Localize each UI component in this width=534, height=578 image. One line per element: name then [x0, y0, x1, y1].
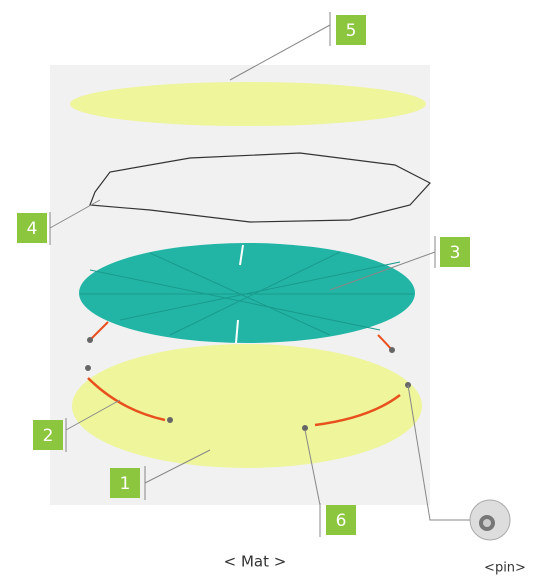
callout-box	[440, 237, 470, 267]
pin-icon	[469, 499, 511, 541]
teal-seams	[80, 251, 414, 336]
callout-number: 2	[43, 426, 54, 446]
leader-lines	[49, 12, 470, 537]
callout-box	[336, 15, 366, 45]
callout-number: 6	[336, 511, 347, 531]
callout-box	[17, 213, 47, 243]
callout-box	[326, 505, 356, 535]
strip	[314, 394, 401, 427]
callout-number: 3	[450, 243, 461, 263]
teal-layer	[79, 243, 415, 343]
callout-box	[110, 468, 140, 498]
top-cover	[70, 82, 426, 126]
callout-number: 5	[346, 21, 357, 41]
seam-gap	[239, 244, 244, 266]
caption: < Mat >	[224, 553, 287, 571]
seam-gap	[235, 319, 239, 344]
base-mat	[72, 344, 422, 468]
callout-number: 1	[120, 474, 131, 494]
caption: <pin>	[484, 561, 526, 576]
callout-number: 4	[27, 219, 38, 239]
callout-box	[33, 420, 63, 450]
outline-layer	[89, 152, 431, 223]
pin-dots	[85, 337, 411, 431]
strip	[87, 377, 166, 422]
